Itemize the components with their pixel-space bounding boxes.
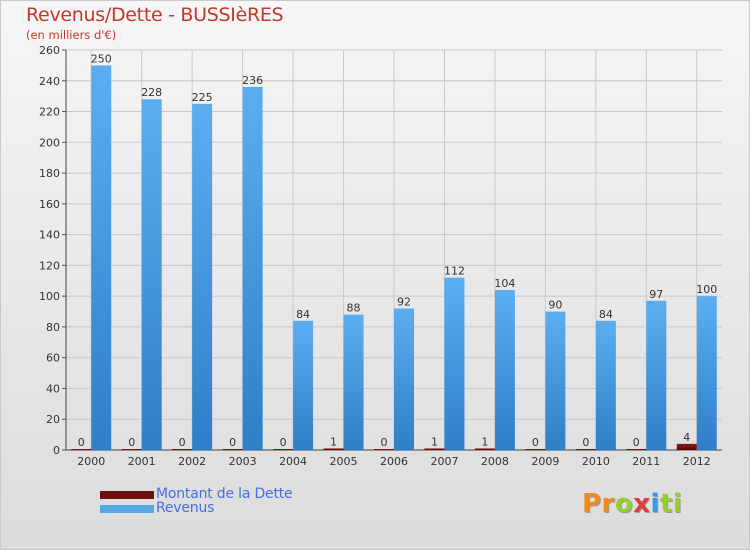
x-tick-label: 2002 xyxy=(178,455,206,468)
data-label-revenus: 225 xyxy=(192,91,213,104)
bar-dette xyxy=(525,449,546,450)
y-tick-label: 160 xyxy=(39,198,60,211)
data-label-dette: 0 xyxy=(78,436,85,449)
data-label-dette: 1 xyxy=(481,435,488,448)
y-tick-label: 200 xyxy=(39,136,60,149)
y-tick-labels: 0 20 40 60 80 100 120 140 160 180 200 220 240 260 xyxy=(39,44,60,457)
bar-revenus xyxy=(444,277,465,450)
bar-dette xyxy=(71,449,92,450)
bar-dette xyxy=(374,449,394,450)
legend-swatch-dette xyxy=(100,491,154,499)
bar-revenus xyxy=(646,300,667,450)
x-tick-labels: 2000 2001 2002 2003 2004 2005 2006 2007 2008 2009… xyxy=(77,455,711,468)
bar-dette xyxy=(172,449,193,450)
bar-revenus xyxy=(141,99,162,450)
y-tick-label: 120 xyxy=(39,259,60,272)
bars xyxy=(71,65,717,450)
proxiti-logo: Proxiti xyxy=(582,489,683,519)
bar-dette xyxy=(121,449,142,450)
y-tick-label: 240 xyxy=(39,75,60,88)
y-tick-label: 260 xyxy=(39,44,60,57)
x-tick-label: 2011 xyxy=(632,455,660,468)
x-tick-label: 2009 xyxy=(531,455,559,468)
data-label-dette: 0 xyxy=(229,436,236,449)
data-label-dette: 0 xyxy=(532,436,539,449)
data-label-revenus: 100 xyxy=(696,283,717,296)
bar-revenus xyxy=(91,65,112,450)
x-tick-label: 2003 xyxy=(229,455,257,468)
data-label-dette: 0 xyxy=(582,436,589,449)
x-tick-label: 2008 xyxy=(481,455,509,468)
y-tick-label: 60 xyxy=(46,352,60,365)
x-tick-label: 2007 xyxy=(430,455,458,468)
data-label-revenus: 88 xyxy=(347,302,361,315)
data-label-dette: 0 xyxy=(128,436,135,449)
data-label-revenus: 104 xyxy=(494,277,515,290)
data-label-revenus: 228 xyxy=(141,86,162,99)
x-tick-label: 2010 xyxy=(582,455,610,468)
x-tick-label: 2006 xyxy=(380,455,408,468)
y-tick-label: 80 xyxy=(46,321,60,334)
y-tick-label: 180 xyxy=(39,167,60,180)
bar-dette xyxy=(626,449,647,450)
data-label-dette: 0 xyxy=(179,436,186,449)
bar-revenus xyxy=(293,320,314,450)
data-label-revenus: 112 xyxy=(444,265,465,278)
legend-label-dette: Montant de la Dette xyxy=(156,486,293,502)
data-label-revenus: 97 xyxy=(649,288,663,301)
data-label-revenus: 90 xyxy=(548,299,562,312)
bar-revenus xyxy=(192,103,213,450)
bar-dette xyxy=(323,448,344,450)
data-label-revenus: 92 xyxy=(397,295,411,308)
data-label-dette: 4 xyxy=(683,431,690,444)
x-tick-label: 2004 xyxy=(279,455,307,468)
bar-revenus xyxy=(242,86,263,450)
data-label-dette: 1 xyxy=(431,435,438,448)
bar-revenus xyxy=(545,311,566,450)
data-label-dette: 0 xyxy=(381,436,388,449)
y-tick-label: 0 xyxy=(53,444,60,457)
y-tick-label: 40 xyxy=(46,382,60,395)
bar-dette xyxy=(474,448,495,450)
bar-dette xyxy=(424,448,445,450)
bar-revenus xyxy=(494,290,515,450)
y-tick-label: 20 xyxy=(46,413,60,426)
x-tick-label: 2005 xyxy=(330,455,358,468)
chart-title: Revenus/Dette - BUSSIèRES xyxy=(26,4,284,26)
x-tick-label: 2001 xyxy=(128,455,156,468)
bar-dette xyxy=(273,449,294,450)
bar-revenus xyxy=(343,314,364,450)
bar-revenus xyxy=(394,308,414,450)
chart-subtitle: (en milliers d'€) xyxy=(26,28,117,42)
y-tick-label: 220 xyxy=(39,106,60,119)
y-tick-label: 140 xyxy=(39,229,60,242)
bar-dette xyxy=(222,449,243,450)
bar-dette xyxy=(676,443,697,450)
data-label-revenus: 84 xyxy=(296,308,310,321)
data-label-dette: 0 xyxy=(633,436,640,449)
x-tick-label: 2012 xyxy=(683,455,711,468)
data-label-dette: 0 xyxy=(280,436,287,449)
x-tick-label: 2000 xyxy=(77,455,105,468)
legend-swatch-revenus xyxy=(100,505,154,513)
data-label-revenus: 250 xyxy=(91,52,112,65)
bar-revenus xyxy=(595,320,616,450)
data-label-revenus: 236 xyxy=(242,74,263,87)
y-tick-label: 100 xyxy=(39,290,60,303)
data-label-dette: 1 xyxy=(330,435,337,448)
data-label-revenus: 84 xyxy=(599,308,613,321)
bar-dette xyxy=(575,449,596,450)
legend-label-revenus: Revenus xyxy=(156,500,215,516)
bar-revenus xyxy=(696,296,717,450)
